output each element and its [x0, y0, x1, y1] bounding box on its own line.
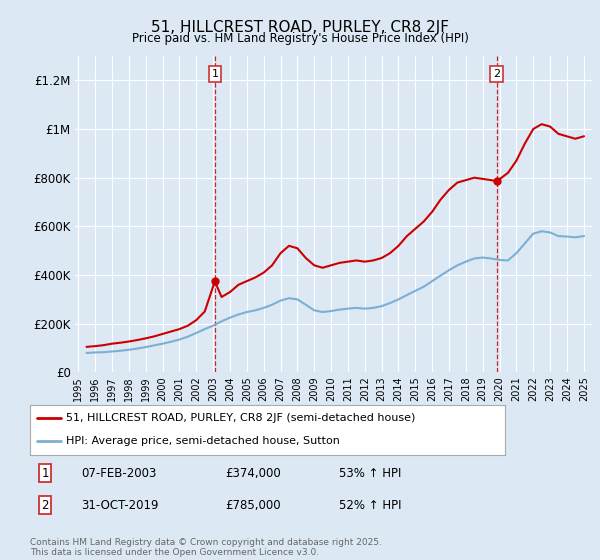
Text: 07-FEB-2003: 07-FEB-2003 [81, 466, 157, 480]
Text: £785,000: £785,000 [225, 498, 281, 512]
Text: 2: 2 [493, 69, 500, 80]
Text: Price paid vs. HM Land Registry's House Price Index (HPI): Price paid vs. HM Land Registry's House … [131, 32, 469, 45]
Text: £374,000: £374,000 [225, 466, 281, 480]
Text: 1: 1 [41, 466, 49, 480]
Text: HPI: Average price, semi-detached house, Sutton: HPI: Average price, semi-detached house,… [65, 436, 340, 446]
Text: 51, HILLCREST ROAD, PURLEY, CR8 2JF (semi-detached house): 51, HILLCREST ROAD, PURLEY, CR8 2JF (sem… [65, 413, 415, 423]
Text: 53% ↑ HPI: 53% ↑ HPI [339, 466, 401, 480]
Text: 31-OCT-2019: 31-OCT-2019 [81, 498, 158, 512]
Text: 51, HILLCREST ROAD, PURLEY, CR8 2JF: 51, HILLCREST ROAD, PURLEY, CR8 2JF [151, 20, 449, 35]
Text: 1: 1 [211, 69, 218, 80]
Text: Contains HM Land Registry data © Crown copyright and database right 2025.
This d: Contains HM Land Registry data © Crown c… [30, 538, 382, 557]
Text: 52% ↑ HPI: 52% ↑ HPI [339, 498, 401, 512]
Text: 2: 2 [41, 498, 49, 512]
